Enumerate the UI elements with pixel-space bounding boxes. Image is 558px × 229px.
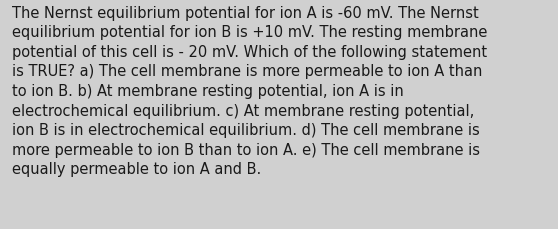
Text: The Nernst equilibrium potential for ion A is -60 mV. The Nernst
equilibrium pot: The Nernst equilibrium potential for ion… <box>12 6 488 177</box>
